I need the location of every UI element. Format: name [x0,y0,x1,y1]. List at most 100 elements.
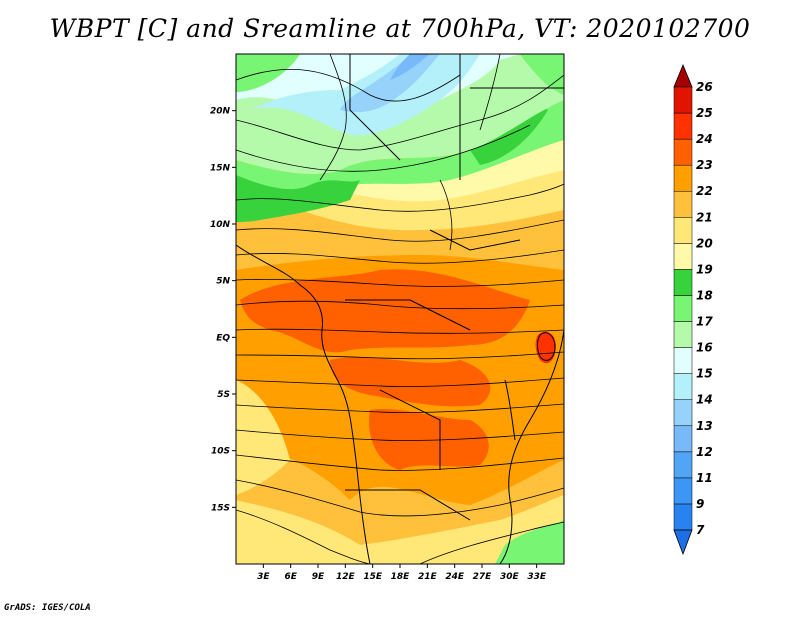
border [345,299,471,331]
shade-south-dark [369,408,489,470]
map-title: WBPT [C] and Sreamline at 700hPa, VT: 20… [49,14,751,43]
streamline [236,377,564,387]
streamline [236,219,564,242]
wbpt-shaded-field [236,54,564,564]
colorbar-segment [673,347,693,374]
border [379,389,441,470]
streamline [236,249,564,264]
y-tick-label: EQ [216,333,230,343]
streamline [236,454,564,471]
shade-central-dark [240,269,530,353]
colorbar-label: 16 [696,341,713,355]
x-tick-label: 3E [257,572,270,582]
y-tick-label: 10S [211,447,230,457]
colorbar-label: 17 [696,315,713,329]
west-coastline [236,244,371,564]
y-tick-label: 5S [217,390,230,400]
streamline [236,124,531,172]
lake-victoria [537,332,556,361]
border [429,229,521,251]
east-coastline [499,329,564,564]
colorbar-label: 22 [696,184,713,198]
y-tick-label: 15N [210,163,231,173]
colorbar-label: 21 [696,210,713,224]
shade-blue-core [340,54,440,113]
streamline [236,429,564,441]
streamline [236,509,371,564]
streamline [439,179,453,251]
colorbar-segment [673,295,693,322]
colorbar-segment [673,399,693,427]
y-axis: 20N 15N 10N 5N EQ 5S 10S 15S [210,107,236,513]
colorbar-label: 13 [696,419,713,433]
colorbar-label: 12 [696,445,713,459]
streamlines [236,54,564,564]
streamline [236,403,564,413]
colorbar-label: 14 [696,393,713,407]
colorbar-label: 24 [696,132,713,146]
colorbar-segment [673,164,693,192]
streamline [236,328,564,334]
colorbar: 7 9 11 12 13 14 15 16 17 18 19 20 21 22 23 24 25 26 [673,63,713,556]
y-tick-label: 20N [210,107,231,117]
x-tick-label: 12E [336,572,356,582]
colorbar-label: 20 [696,236,713,250]
colorbar-label: 7 [696,523,705,537]
streamline [319,54,347,181]
shade-green-nw [236,54,300,92]
colorbar-label: 23 [696,158,713,172]
colorbar-label: 15 [696,367,713,381]
shade-southeast-green [495,520,564,564]
colorbar-segment [673,451,693,479]
y-tick-label: 15S [211,503,230,513]
x-tick-label: 18E [391,572,411,582]
x-tick-label: 15E [363,572,383,582]
x-tick-label: 27E [473,572,493,582]
shade-lake-red [535,331,556,364]
colorbar-label: 9 [696,497,704,511]
colorbar-label: 11 [696,471,713,485]
colorbar-segment [673,217,693,244]
streamline [236,479,564,517]
shade-southwest-pale [236,380,290,495]
colorbar-over-triangle [673,63,693,88]
shade-central-dark-2 [330,357,491,407]
shade-green-dark [236,175,360,222]
streamline [236,68,461,102]
colorbar-under-triangle [673,529,693,556]
shade-blue-deep [390,54,430,80]
shade-green-band [236,95,564,210]
shade-green-ne [520,54,564,95]
x-tick-label: 24E [445,572,465,582]
colorbar-segment [673,373,693,400]
grads-credit: GrADS: IGES/COLA [4,603,91,613]
colorbar-segment [673,112,693,140]
streamline [236,183,564,212]
streamline [236,279,564,287]
colorbar-label: 19 [696,262,713,276]
streamline [236,351,564,360]
colorbar-segment [673,138,693,166]
colorbar-segment [673,477,693,505]
x-axis: 3E 6E 9E 12E 15E 18E 21E 24E 27E 30E 33E [257,564,547,582]
border [345,489,471,521]
shade-south-pale [236,495,564,564]
streamline [479,54,501,131]
colorbar-label: 25 [696,106,713,120]
colorbar-segment [673,190,693,218]
x-tick-label: 33E [527,572,547,582]
coastlines-and-borders [236,54,564,564]
colorbar-label: 18 [696,288,713,302]
y-tick-label: 10N [210,220,231,230]
x-tick-label: 9E [312,572,325,582]
colorbar-label: 26 [696,80,713,94]
streamline [236,74,564,151]
colorbar-segment [673,425,693,453]
colorbar-segment [673,243,693,270]
streamline [419,521,564,564]
x-tick-label: 6E [284,572,297,582]
x-tick-label: 21E [418,572,438,582]
lake-tanganyika [504,379,516,441]
y-tick-label: 5N [216,277,230,287]
